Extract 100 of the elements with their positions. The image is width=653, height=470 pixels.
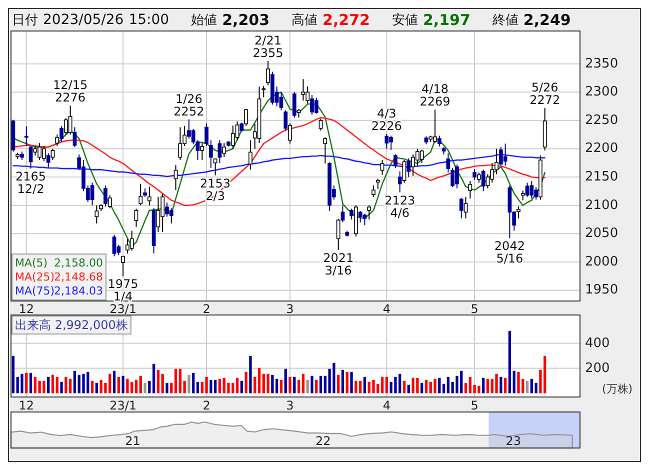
bar xyxy=(534,382,538,394)
bar xyxy=(73,370,76,394)
annotation: 2042 5/16 xyxy=(494,239,525,266)
bar xyxy=(12,356,15,394)
bar xyxy=(486,378,490,394)
x-tick-label: 2 xyxy=(202,302,210,316)
candlestick xyxy=(301,78,306,102)
candlestick xyxy=(437,135,442,147)
bar xyxy=(288,376,292,394)
bar xyxy=(495,374,498,394)
bar xyxy=(112,370,116,394)
annotation: 4/3 2226 xyxy=(371,106,402,134)
bar xyxy=(69,378,72,394)
bar xyxy=(293,376,296,394)
candlestick xyxy=(446,152,450,174)
bar xyxy=(271,374,274,394)
chart-title: 出来高 2,992,000株 xyxy=(15,318,128,332)
candlestick xyxy=(200,142,204,161)
bar xyxy=(82,374,85,394)
candlestick xyxy=(156,196,160,232)
bar xyxy=(56,376,58,394)
candlestick xyxy=(121,256,125,277)
candlestick xyxy=(230,125,235,150)
bar xyxy=(306,380,309,394)
bar xyxy=(64,376,68,394)
bar xyxy=(442,384,446,394)
text: MA(75) xyxy=(15,284,55,298)
bar xyxy=(464,382,468,394)
candlestick xyxy=(134,208,138,228)
bar xyxy=(319,376,322,394)
candlestick xyxy=(46,152,50,168)
y-tick-label: 2100 xyxy=(585,198,618,213)
bar xyxy=(29,372,32,394)
annotation: 2,184.03 xyxy=(54,284,103,298)
bar xyxy=(254,376,256,394)
candlestick xyxy=(50,148,55,161)
bar xyxy=(354,380,358,394)
candlestick xyxy=(160,194,165,232)
candlestick xyxy=(394,154,398,168)
bar xyxy=(302,374,305,394)
bar xyxy=(310,376,314,394)
bar xyxy=(126,378,129,394)
bar xyxy=(438,378,441,394)
bar xyxy=(412,378,414,394)
y-tick-label: 2300 xyxy=(585,84,618,100)
bar xyxy=(420,382,424,394)
y-axis-title: (万株) xyxy=(602,382,633,396)
bar xyxy=(350,372,353,394)
candlestick xyxy=(28,145,33,170)
bar xyxy=(297,380,300,394)
candlestick xyxy=(306,86,310,104)
candlestick xyxy=(55,134,60,146)
chart-title: 日付 2023/05/26 15:00 始値 2,203 高値 2,272 安値 2,197 終値 2,249 xyxy=(12,11,571,29)
candlestick xyxy=(178,126,182,161)
bar xyxy=(205,376,208,394)
annotation: 2123 4/6 xyxy=(384,193,416,220)
candlestick xyxy=(464,196,468,219)
annotation: 2165 12/2 xyxy=(16,170,46,196)
candlestick xyxy=(130,230,134,252)
bar xyxy=(500,376,502,394)
bar xyxy=(156,370,160,394)
bar xyxy=(512,370,516,394)
bar xyxy=(363,376,366,394)
candlestick xyxy=(406,158,411,178)
candlestick xyxy=(402,160,406,184)
candlestick xyxy=(516,206,520,219)
candlestick xyxy=(60,126,64,142)
bar xyxy=(504,378,507,394)
candlestick xyxy=(33,145,38,156)
candlestick xyxy=(213,158,218,176)
bar xyxy=(188,374,190,394)
bar xyxy=(122,376,124,394)
y-tick-label: 2000 xyxy=(585,254,618,270)
candlestick xyxy=(147,186,152,206)
candlestick xyxy=(372,185,376,198)
bar xyxy=(152,364,156,394)
y-tick-label: 2050 xyxy=(585,226,618,242)
bar xyxy=(210,380,212,394)
candlestick xyxy=(472,168,476,180)
bar xyxy=(139,376,142,394)
y-tick-label: 2350 xyxy=(585,56,618,72)
bar xyxy=(266,374,270,394)
bar xyxy=(482,378,485,394)
bar xyxy=(337,374,340,394)
candlestick xyxy=(218,140,222,164)
candlestick xyxy=(384,134,389,150)
bar xyxy=(244,372,248,394)
x-tick-label: 21 xyxy=(125,434,140,448)
candlestick xyxy=(323,136,328,164)
candlestick xyxy=(398,170,402,193)
bar xyxy=(174,368,178,394)
candlestick xyxy=(108,194,112,209)
bar xyxy=(341,370,344,394)
y-tick-label: 200 xyxy=(585,360,610,376)
bar xyxy=(508,330,512,394)
bar xyxy=(60,382,63,394)
x-tick-label: 5 xyxy=(470,302,478,316)
bar xyxy=(446,376,450,394)
candlestick xyxy=(336,218,340,251)
y-tick-label: 2200 xyxy=(585,141,618,156)
